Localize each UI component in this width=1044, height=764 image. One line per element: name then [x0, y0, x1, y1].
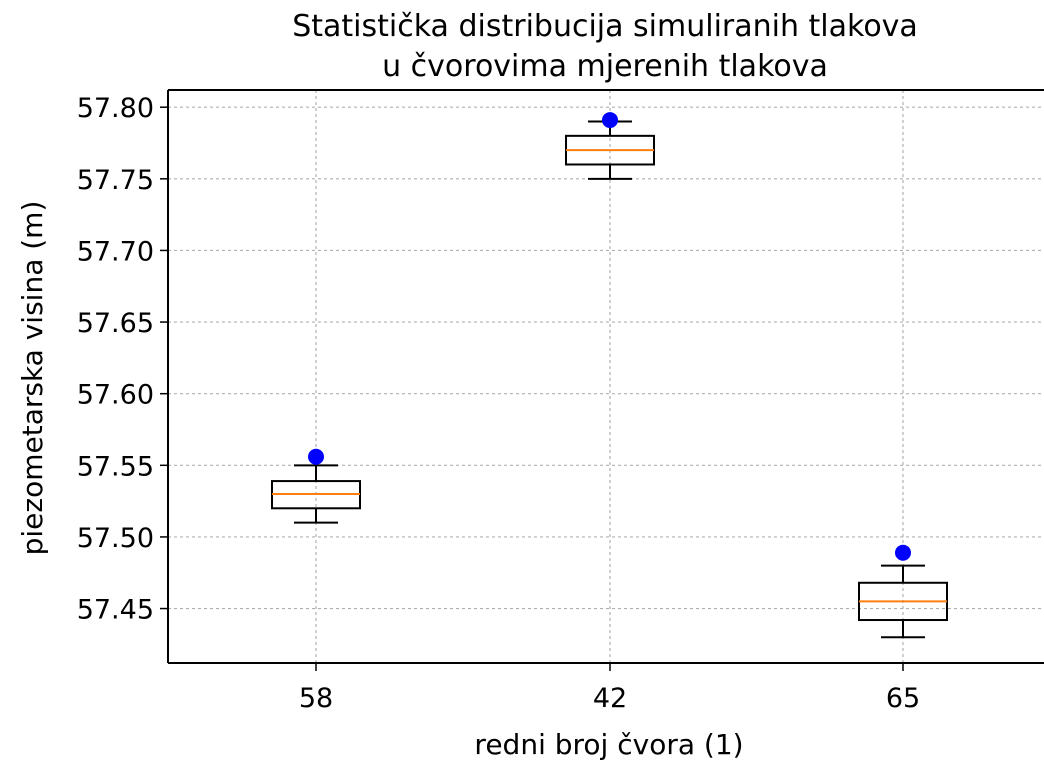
y-tick-label: 57.70 — [77, 236, 154, 267]
x-tick-label: 42 — [593, 683, 627, 714]
x-tick-label: 58 — [299, 683, 333, 714]
y-tick-label: 57.50 — [77, 523, 154, 554]
y-ticks: 57.45 57.50 57.55 57.60 57.65 57.70 57.75 57.80 — [77, 93, 168, 626]
y-axis-label: piezometarska visina (m) — [16, 201, 49, 556]
chart-title-line-1: Statistička distribucija simuliranih tla… — [292, 9, 918, 44]
chart-title-line-2: u čvorovima mjerenih tlakova — [382, 49, 828, 84]
measured-points-layer — [308, 112, 911, 561]
y-tick-label: 57.45 — [77, 595, 154, 626]
measured-pressure-point — [602, 112, 618, 129]
measured-pressure-point — [895, 544, 911, 561]
grid-layer — [168, 90, 1044, 663]
measured-pressure-point — [308, 448, 324, 465]
y-tick-label: 57.75 — [77, 165, 154, 196]
y-tick-label: 57.65 — [77, 308, 154, 339]
plot-frame — [167, 89, 1044, 664]
y-tick-label: 57.80 — [77, 93, 154, 124]
x-tick-label: 65 — [886, 683, 920, 714]
x-ticks: 58 42 65 — [299, 663, 920, 714]
box-layer — [271, 120, 948, 639]
y-tick-label: 57.55 — [77, 451, 154, 482]
x-axis-label: redni broj čvora (1) — [474, 728, 743, 761]
y-tick-label: 57.60 — [77, 380, 154, 411]
